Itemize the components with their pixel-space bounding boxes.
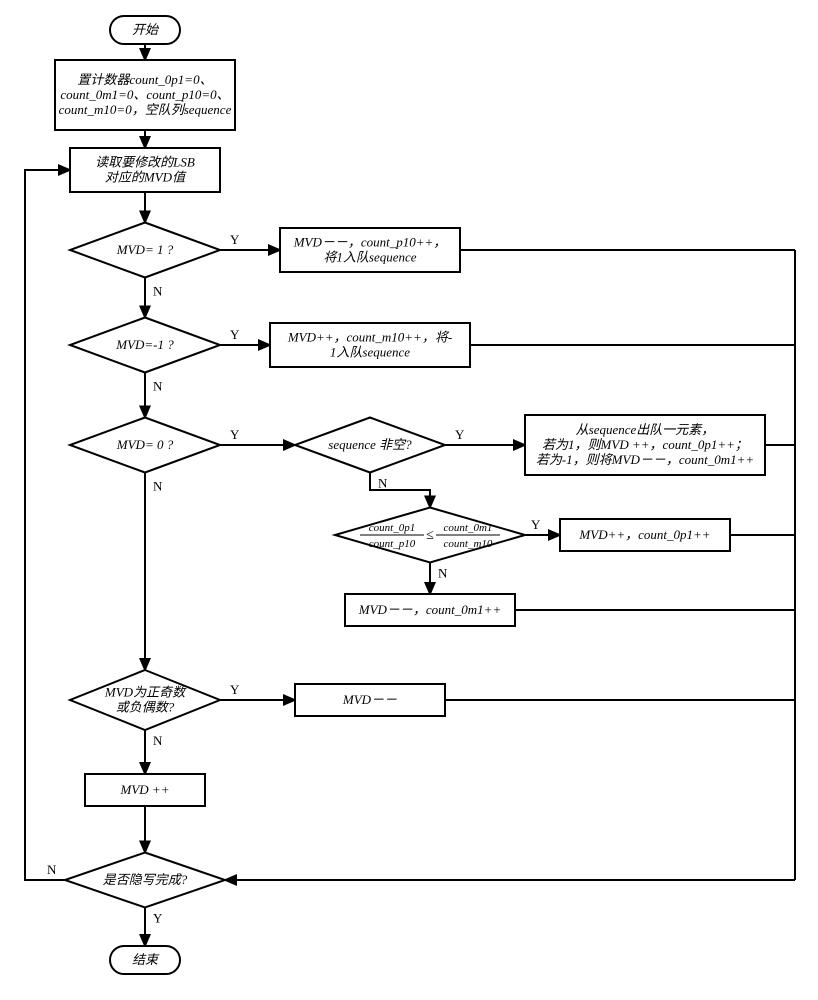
svg-text:MVD=-1 ?: MVD=-1 ? <box>115 337 174 352</box>
svg-text:是否隐写完成?: 是否隐写完成? <box>103 872 188 887</box>
svg-text:MVD ++: MVD ++ <box>120 782 170 797</box>
svg-text:结束: 结束 <box>132 952 160 967</box>
svg-text:Y: Y <box>455 427 465 442</box>
svg-text:Y: Y <box>230 327 240 342</box>
svg-text:N: N <box>153 479 163 494</box>
svg-text:若为1，则MVD ++，count_0p1++；: 若为1，则MVD ++，count_0p1++； <box>542 437 748 452</box>
svg-text:N: N <box>153 284 163 299</box>
svg-text:MVD－－: MVD－－ <box>342 692 397 707</box>
svg-text:≤: ≤ <box>426 528 434 543</box>
svg-text:N: N <box>438 566 448 581</box>
svg-text:count_0p1: count_0p1 <box>369 522 415 534</box>
svg-text:MVD++，count_m10++，将-: MVD++，count_m10++，将- <box>287 330 452 345</box>
svg-text:Y: Y <box>230 682 240 697</box>
svg-text:从sequence出队一元素，: 从sequence出队一元素， <box>576 422 715 437</box>
svg-text:N: N <box>378 476 388 491</box>
svg-text:MVD++，count_0p1++: MVD++，count_0p1++ <box>578 527 710 542</box>
svg-text:若为-1，则将MVD－－，count_0m1++: 若为-1，则将MVD－－，count_0m1++ <box>536 452 754 467</box>
svg-text:count_m10=0，空队列sequence: count_m10=0，空队列sequence <box>59 102 232 117</box>
svg-text:count_p10: count_p10 <box>369 538 416 550</box>
svg-text:count_0m1=0、count_p10=0、: count_0m1=0、count_p10=0、 <box>60 87 229 102</box>
svg-text:1入队sequence: 1入队sequence <box>330 345 410 360</box>
svg-text:count_0m1: count_0m1 <box>444 522 493 534</box>
svg-text:开始: 开始 <box>132 22 159 37</box>
svg-text:N: N <box>47 862 57 877</box>
svg-text:MVD－－，count_0m1++: MVD－－，count_0m1++ <box>358 602 501 617</box>
svg-text:MVD= 0 ?: MVD= 0 ? <box>116 437 174 452</box>
svg-text:或负偶数?: 或负偶数? <box>116 700 175 715</box>
svg-text:count_m10: count_m10 <box>444 538 493 550</box>
svg-text:MVD= 1 ?: MVD= 1 ? <box>116 242 174 257</box>
svg-text:N: N <box>153 379 163 394</box>
flowchart-diagram: 开始置计数器count_0p1=0、count_0m1=0、count_p10=… <box>0 0 818 1000</box>
svg-text:Y: Y <box>531 517 541 532</box>
svg-text:N: N <box>153 733 163 748</box>
svg-text:sequence 非空?: sequence 非空? <box>328 437 412 452</box>
svg-text:MVD为正奇数: MVD为正奇数 <box>104 685 187 700</box>
svg-text:Y: Y <box>153 911 163 926</box>
svg-text:MVD－－，count_p10++，: MVD－－，count_p10++， <box>293 235 447 250</box>
svg-text:将1入队sequence: 将1入队sequence <box>323 250 416 265</box>
svg-text:置计数器count_0p1=0、: 置计数器count_0p1=0、 <box>77 72 212 87</box>
svg-text:Y: Y <box>230 427 240 442</box>
svg-text:Y: Y <box>230 232 240 247</box>
svg-text:读取要修改的LSB: 读取要修改的LSB <box>95 155 195 170</box>
svg-text:对应的MVD值: 对应的MVD值 <box>105 170 187 185</box>
